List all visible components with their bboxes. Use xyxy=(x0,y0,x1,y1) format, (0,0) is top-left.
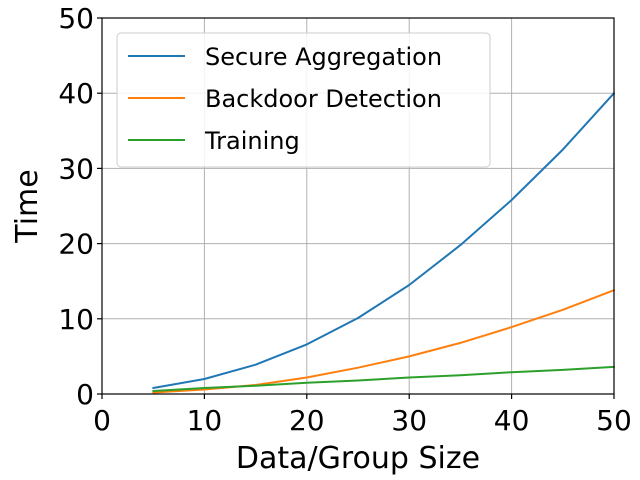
legend-label-secure-aggregation: Secure Aggregation xyxy=(205,43,442,71)
x-tick-label: 30 xyxy=(391,404,427,437)
y-tick-label: 20 xyxy=(58,228,94,261)
y-tick-label: 50 xyxy=(58,2,94,35)
legend-label-backdoor-detection: Backdoor Detection xyxy=(205,85,442,113)
axis-ticks: 0 10 20 30 40 50 0 10 20 30 40 50 xyxy=(58,2,631,437)
series-line-backdoor-detection xyxy=(152,289,615,394)
x-tick-label: 40 xyxy=(494,404,530,437)
series-line-secure-aggregation xyxy=(152,92,615,389)
x-tick-label: 10 xyxy=(187,404,223,437)
series-lines xyxy=(152,92,615,394)
y-tick-label: 40 xyxy=(58,77,94,110)
x-axis-label: Data/Group Size xyxy=(236,441,480,476)
y-tick-label: 30 xyxy=(58,152,94,185)
x-tick-label: 20 xyxy=(289,404,325,437)
legend-label-training: Training xyxy=(204,127,300,155)
x-tick-label: 0 xyxy=(93,404,111,437)
legend-box xyxy=(116,32,491,168)
legend: Secure Aggregation Backdoor Detection Tr… xyxy=(116,32,491,168)
x-tick-label: 50 xyxy=(596,404,632,437)
y-axis-label: Time xyxy=(10,169,45,243)
y-tick-label: 0 xyxy=(76,378,94,411)
plot-area-frame xyxy=(101,17,615,395)
series-line-training xyxy=(152,365,615,392)
y-tick-label: 10 xyxy=(58,303,94,336)
